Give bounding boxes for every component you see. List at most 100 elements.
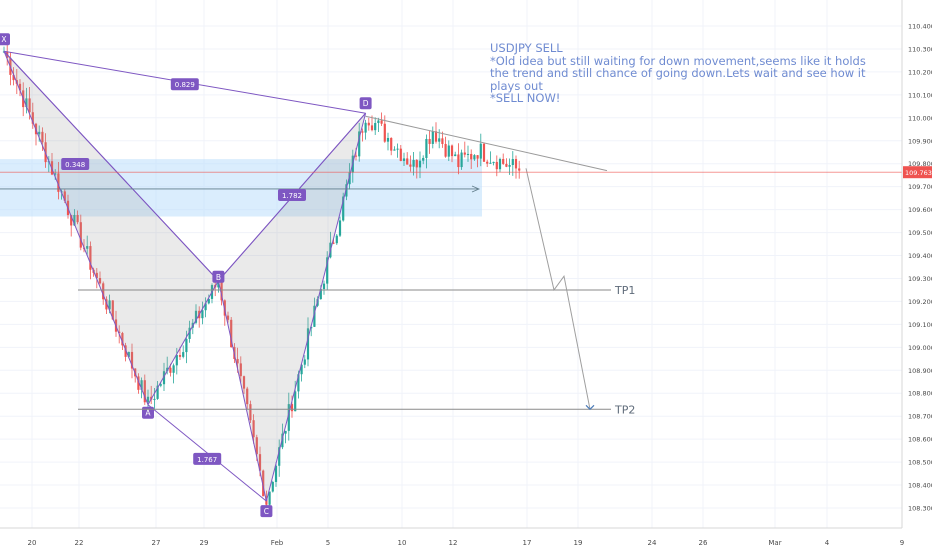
price-tick-label: 110.300: [908, 45, 932, 53]
candle-body: [486, 161, 489, 164]
time-tick-label: 29: [200, 539, 209, 547]
candle-body: [220, 282, 223, 301]
candle-body: [105, 299, 108, 310]
time-tick-label: 27: [152, 539, 161, 547]
candle-body: [130, 351, 134, 369]
ratio-badge: [193, 452, 222, 465]
candle-body: [518, 168, 521, 171]
price-tick-label: 108.600: [908, 436, 932, 444]
candle-body: [111, 300, 114, 320]
candle-body: [95, 272, 98, 278]
ratio-badge: [170, 78, 199, 91]
candle-body: [262, 470, 265, 497]
price-axis[interactable]: 110.400 110.300 110.200 110.100 110.000 109.9…: [901, 0, 932, 528]
candle-body: [185, 338, 188, 353]
price-tick-label: 109.100: [908, 321, 932, 329]
time-axis[interactable]: 20 22 27 29 Feb 5 10 12 17 19 24 26 Mar 4 9: [0, 527, 904, 547]
candle-body: [450, 145, 454, 157]
candle-body: [201, 310, 204, 319]
candle-body: [140, 380, 143, 390]
candle-body: [374, 123, 377, 131]
candle-body: [303, 359, 306, 365]
candle-body: [146, 396, 150, 403]
pattern-point-label: X: [1, 35, 6, 44]
candle-body: [70, 215, 73, 226]
candle-body: [79, 222, 82, 248]
candle-body: [278, 447, 281, 466]
candle-body: [284, 430, 287, 434]
candle-body: [399, 148, 402, 161]
candle-body: [239, 363, 242, 377]
pattern-point-badge[interactable]: [212, 270, 225, 283]
time-tick-label: 22: [75, 539, 84, 547]
candle-body: [25, 98, 28, 108]
candle-body: [230, 319, 233, 348]
time-tick-label: Feb: [271, 539, 284, 547]
time-tick-label: 24: [648, 539, 657, 547]
price-tick-label: 109.400: [908, 252, 932, 260]
candle-body: [108, 300, 111, 310]
candle-body: [18, 83, 22, 91]
candle-body: [153, 398, 156, 400]
candle-body: [188, 327, 191, 339]
candle-body: [505, 163, 508, 167]
time-tick-label: 10: [398, 539, 407, 547]
candle-body: [57, 173, 60, 192]
grid: [0, 0, 903, 528]
candle-body: [482, 143, 486, 162]
candle-body: [204, 303, 207, 311]
candle-body: [470, 153, 473, 160]
candle-body: [54, 173, 57, 175]
candle-body: [428, 138, 431, 144]
candle-body: [425, 138, 428, 158]
candle-body: [476, 155, 479, 159]
candle-body: [390, 137, 393, 151]
level-label: TP1: [614, 284, 635, 297]
price-tick-label: 109.800: [908, 160, 932, 168]
candle-body: [63, 191, 66, 201]
pattern-point-badge[interactable]: [260, 505, 273, 518]
pattern-point-label: B: [216, 273, 221, 282]
candle-body: [121, 333, 124, 346]
candle-body: [418, 160, 422, 168]
target-levels[interactable]: TP1 TP2: [78, 168, 635, 416]
candle-body: [274, 465, 278, 482]
candle-body: [137, 376, 140, 390]
candle-body: [466, 153, 470, 155]
harmonic-pattern[interactable]: X A B C D 0.829 0.348 1.782 1.767: [0, 33, 608, 518]
candle-body: [406, 158, 409, 165]
candle-body: [457, 154, 460, 168]
price-tick-label: 109.000: [908, 344, 932, 352]
projected-path: [525, 168, 591, 410]
candle-body: [402, 158, 406, 161]
candle-body: [12, 74, 15, 81]
pattern-point-badge[interactable]: [359, 97, 372, 110]
candle-body: [38, 131, 41, 135]
candle-body: [124, 345, 127, 357]
pattern-point-label: D: [363, 99, 369, 108]
pattern-point-badge[interactable]: [0, 33, 10, 46]
candle-body: [156, 385, 159, 399]
candle-body: [502, 158, 505, 164]
candle-body: [258, 454, 262, 471]
candle-body: [354, 155, 358, 157]
last-price-tag: [903, 166, 932, 179]
pattern-line-xb: [3, 50, 219, 282]
candle-body: [271, 481, 274, 492]
price-tick-label: 109.200: [908, 298, 932, 306]
candle-body: [489, 162, 492, 164]
candle-body: [118, 331, 121, 334]
candle-body: [255, 437, 258, 455]
last-price-label: 109.763: [905, 169, 932, 177]
price-tick-label: 110.200: [908, 68, 932, 76]
time-tick-label: 26: [699, 539, 708, 547]
candle-body: [290, 404, 294, 412]
idea-annotation: USDJPY SELL *Old idea but still waiting …: [490, 41, 866, 105]
time-tick-label: 20: [28, 539, 37, 547]
price-tick-label: 109.300: [908, 275, 932, 283]
candle-body: [422, 157, 425, 161]
candle-body: [377, 120, 380, 124]
candle-body: [434, 131, 438, 142]
